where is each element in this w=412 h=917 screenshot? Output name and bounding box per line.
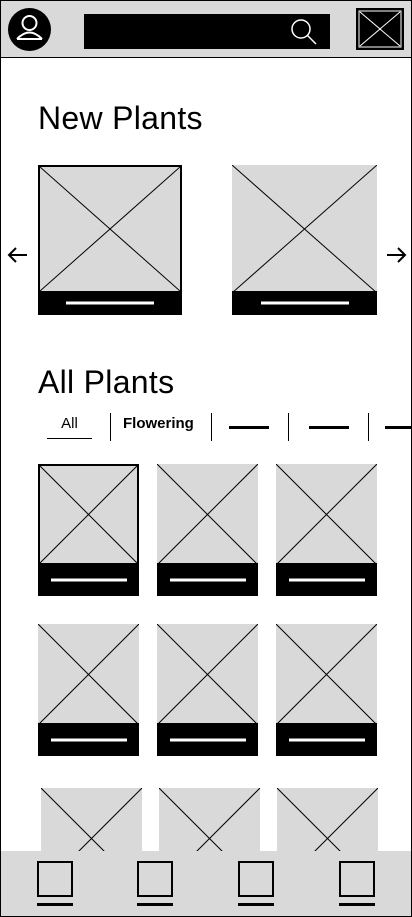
filter-tab-placeholder[interactable] bbox=[385, 426, 411, 429]
nav-item-2[interactable] bbox=[137, 861, 173, 907]
filter-tab-placeholder[interactable] bbox=[309, 426, 349, 429]
arrow-left-icon[interactable] bbox=[7, 246, 29, 264]
nav-underline bbox=[137, 903, 173, 906]
nav-item-4[interactable] bbox=[339, 861, 375, 907]
image-placeholder-icon bbox=[276, 624, 377, 725]
nav-square-icon bbox=[37, 861, 73, 897]
arrow-right-icon[interactable] bbox=[385, 246, 407, 264]
card-caption-bar bbox=[276, 723, 377, 756]
image-placeholder-icon bbox=[38, 464, 139, 565]
filter-divider bbox=[110, 413, 111, 441]
image-placeholder-icon bbox=[157, 464, 258, 565]
card-caption-bar bbox=[38, 723, 139, 756]
filter-tab-placeholder[interactable] bbox=[229, 426, 269, 429]
card-caption-bar bbox=[157, 723, 258, 756]
image-placeholder-icon bbox=[276, 464, 377, 565]
nav-item-1[interactable] bbox=[37, 861, 73, 907]
nav-item-3[interactable] bbox=[238, 861, 274, 907]
user-silhouette-icon bbox=[16, 15, 43, 40]
filter-tabs: All Flowering bbox=[1, 409, 411, 445]
bottom-nav bbox=[1, 851, 411, 916]
all-plants-title: All Plants bbox=[38, 364, 175, 400]
nav-square-icon bbox=[238, 861, 274, 897]
filter-divider bbox=[288, 413, 289, 441]
filter-divider bbox=[368, 413, 369, 441]
filter-tab-flowering[interactable]: Flowering bbox=[123, 415, 194, 432]
new-plants-title: New Plants bbox=[38, 100, 203, 136]
image-placeholder-icon bbox=[38, 165, 182, 293]
close-button[interactable] bbox=[356, 8, 404, 50]
card-caption-bar bbox=[38, 291, 182, 315]
image-placeholder-icon bbox=[38, 624, 139, 725]
filter-divider bbox=[211, 413, 212, 441]
image-placeholder-icon bbox=[157, 624, 258, 725]
nav-square-icon bbox=[137, 861, 173, 897]
nav-underline bbox=[238, 903, 274, 906]
card-caption-bar bbox=[157, 563, 258, 596]
nav-square-icon bbox=[339, 861, 375, 897]
nav-underline bbox=[339, 903, 375, 906]
image-placeholder-icon bbox=[232, 165, 377, 293]
card-caption-bar bbox=[232, 291, 377, 315]
search-input[interactable] bbox=[84, 14, 330, 49]
card-caption-bar bbox=[276, 563, 377, 596]
user-avatar-icon[interactable] bbox=[8, 8, 51, 51]
card-caption-bar bbox=[38, 563, 139, 596]
top-bar bbox=[1, 1, 411, 58]
search-icon[interactable] bbox=[290, 18, 318, 46]
nav-underline bbox=[37, 903, 73, 906]
filter-tab-all[interactable]: All bbox=[47, 409, 92, 439]
close-icon bbox=[358, 10, 402, 48]
